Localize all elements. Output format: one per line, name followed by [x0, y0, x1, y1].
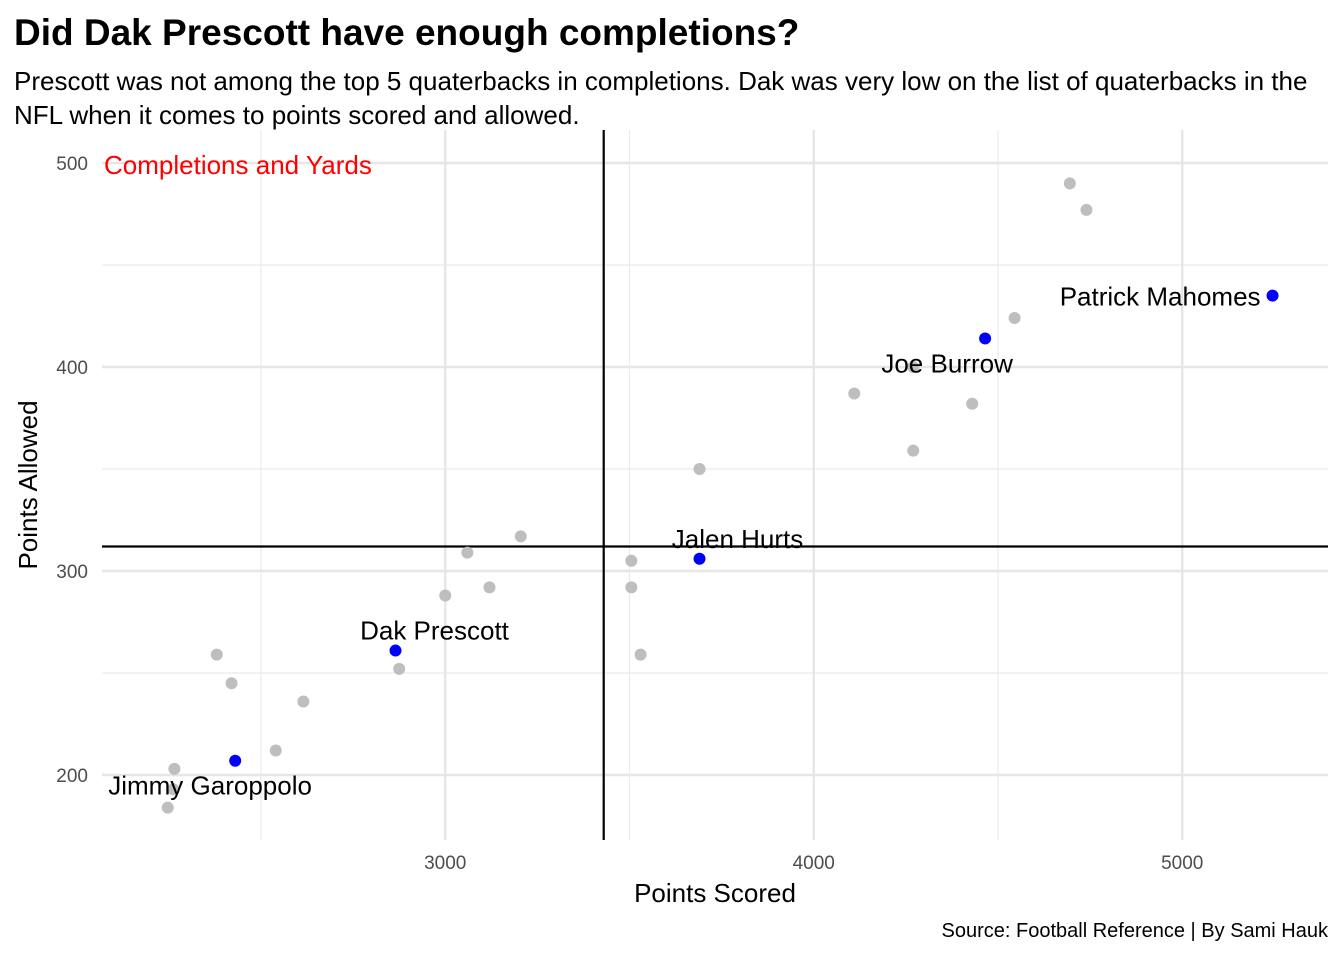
data-point [168, 762, 181, 775]
chart-subtitle: Prescott was not among the top 5 quaterb… [14, 66, 1308, 130]
data-point [297, 695, 310, 708]
data-point [907, 444, 920, 457]
point-label: Jimmy Garoppolo [108, 771, 312, 801]
chart-annotation: Completions and Yards [104, 150, 372, 180]
data-point [634, 648, 647, 661]
data-point [1008, 312, 1021, 325]
x-axis-title: Points Scored [634, 878, 796, 908]
y-tick-label: 200 [56, 766, 88, 787]
highlighted-data-point [1266, 289, 1279, 302]
highlighted-data-point [389, 644, 402, 657]
data-point [461, 546, 474, 559]
point-label: Patrick Mahomes [1060, 282, 1261, 312]
point-label: Dak Prescott [360, 616, 510, 646]
y-tick-label: 300 [56, 562, 88, 583]
data-point [907, 361, 920, 373]
data-point [225, 677, 238, 690]
highlighted-data-point [229, 754, 242, 767]
y-tick-label: 400 [56, 358, 88, 379]
data-point [161, 801, 174, 814]
data-point [625, 581, 638, 594]
x-tick-label: 3000 [424, 853, 466, 874]
data-point [1080, 203, 1093, 216]
point-label: Joe Burrow [881, 348, 1013, 378]
y-tick-label: 500 [56, 154, 88, 175]
data-point [966, 397, 979, 410]
data-point [393, 662, 406, 675]
x-tick-label: 5000 [1161, 853, 1203, 874]
point-label: Jalen Hurts [672, 524, 804, 554]
data-point [167, 783, 180, 796]
data-point [848, 387, 861, 400]
data-point [269, 744, 282, 757]
data-point [483, 581, 496, 594]
chart-caption: Source: Football Reference | By Sami Hau… [941, 920, 1328, 942]
y-axis-title: Points Allowed [13, 400, 43, 569]
data-point [210, 648, 223, 661]
highlighted-data-point [693, 552, 706, 565]
highlighted-data-point [979, 332, 992, 345]
x-tick-label: 4000 [793, 853, 835, 874]
data-point [625, 554, 638, 567]
data-point [439, 589, 452, 602]
data-point [693, 463, 706, 475]
data-point [1063, 177, 1076, 190]
chart-title: Did Dak Prescott have enough completions… [14, 12, 800, 53]
data-point [514, 530, 527, 543]
